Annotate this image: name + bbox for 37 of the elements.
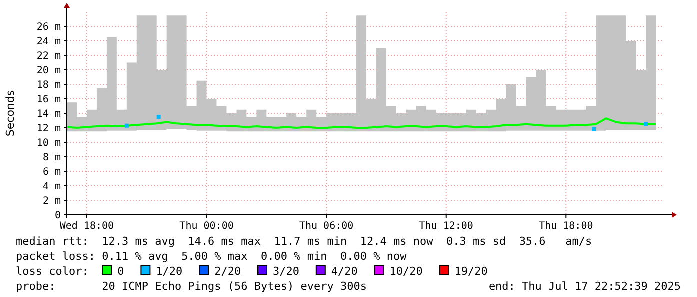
y-tick-label: 4 m <box>42 182 61 192</box>
y-axis-title: Seconds <box>4 90 17 137</box>
x-tick-label: Thu 00:00 <box>180 221 234 232</box>
legend-title: loss color: <box>16 265 89 278</box>
y-tick-label: 10 m <box>36 138 61 149</box>
point <box>592 127 596 132</box>
y-tick-label: 14 m <box>36 109 61 120</box>
legend-label: 3/20 <box>273 265 300 278</box>
y-tick-label: 22 m <box>36 51 61 62</box>
legend-label: 0 <box>118 265 124 278</box>
y-tick-label: 26 m <box>36 22 61 33</box>
legend-label: 10/20 <box>390 265 423 278</box>
text: end: Thu Jul 17 22:52:39 2025 <box>488 280 681 293</box>
x-tick-label: Wed 18:00 <box>60 221 114 232</box>
x-tick-label: Thu 06:00 <box>299 221 354 232</box>
y-tick-label: 12 m <box>36 124 61 134</box>
line-series <box>67 118 658 129</box>
text: median rtt: 12.3 ms avg 14.6 ms max 11.7 ms min 12.4 ms now 0.3 ms sd 35.6 am/s <box>16 235 592 248</box>
x-tick-label: Thu 18:00 <box>539 221 594 232</box>
x-tick-label: Thu 12:00 <box>419 221 474 232</box>
text: packet loss: 0.11 % avg 5.00 % max 0.00 % min 0.00 % now <box>16 250 408 263</box>
y-tick-label: 18 m <box>36 80 61 91</box>
point <box>156 115 161 120</box>
y-tick-label: 2 m <box>42 196 61 207</box>
y-tick-label: 0 <box>54 210 61 222</box>
point <box>124 124 129 128</box>
legend-label: 1/20 <box>156 265 183 278</box>
point <box>644 122 648 126</box>
y-tick-label: 8 m <box>42 152 61 164</box>
legend-label: 4/20 <box>331 265 358 278</box>
legend-label: 2/20 <box>214 265 242 278</box>
y-tick-label: 16 m <box>36 94 61 106</box>
y-tick-label: 6 m <box>42 167 61 178</box>
y-tick-label: 20 m <box>36 66 61 76</box>
y-tick-label: 24 m <box>36 36 61 48</box>
legend-label: 19/20 <box>454 265 488 278</box>
text: probe: 20 ICMP Echo Pings (56 Bytes) every 300s <box>16 280 367 293</box>
